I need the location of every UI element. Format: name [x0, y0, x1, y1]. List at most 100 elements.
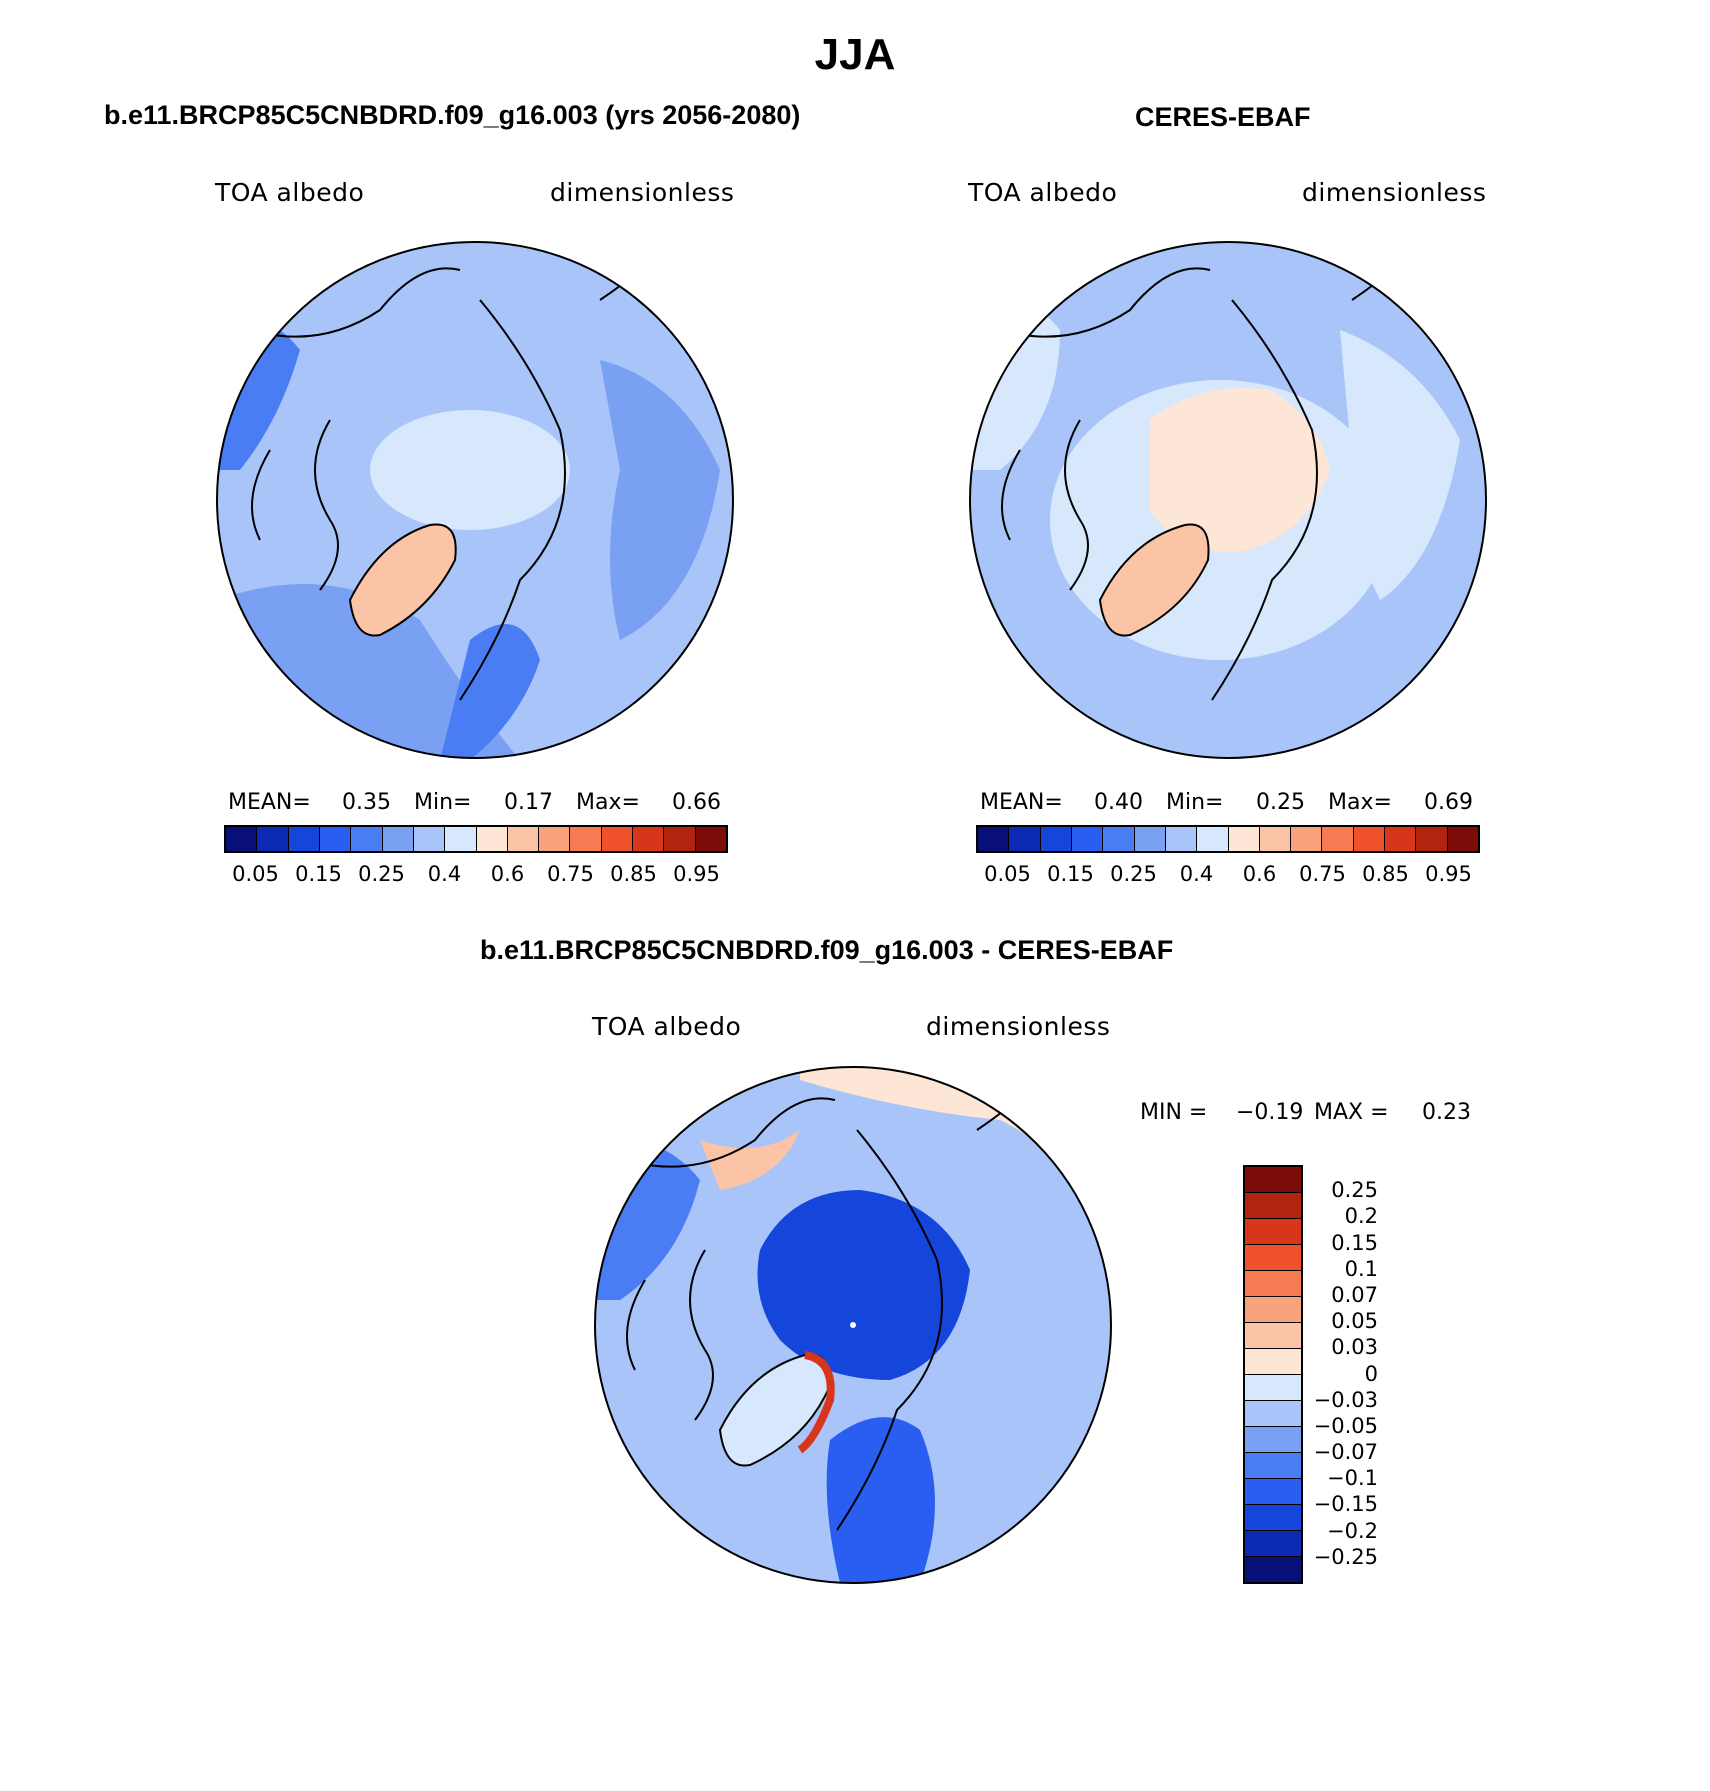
- panel-3-pacific-negative: [595, 1138, 700, 1300]
- panel-3-pole-point: [850, 1322, 856, 1328]
- panel-3-colorbar-segment: [1245, 1401, 1301, 1427]
- panel-1-colorbar-segment: [319, 827, 352, 851]
- panel-3-colorbar-segment: [1245, 1219, 1301, 1245]
- panel-1-colorbar-segment: [445, 827, 477, 851]
- panel-3-colorbar-tick-label: 0.03: [1331, 1335, 1378, 1360]
- panel-1-arctic-ice: [370, 410, 570, 530]
- panel-1-colorbar-segment: [570, 827, 602, 851]
- panel-2-eurasia-mid: [1340, 330, 1460, 600]
- panel-2-greenland: [1098, 523, 1210, 637]
- panel-1-colorbar: [224, 825, 728, 853]
- panel-1-atlantic-field: [217, 584, 520, 758]
- panel-3-greenland: [718, 1353, 830, 1467]
- panel-3-europe-negative: [826, 1417, 935, 1583]
- panel-2-colorbar-tick-label: 0.05: [984, 862, 1031, 886]
- panel-2-colorbar-tick-label: 0.85: [1362, 862, 1409, 886]
- panel-1-units-label: dimensionless: [550, 178, 735, 207]
- panel-3-colorbar-tick-label: 0.15: [1331, 1230, 1378, 1255]
- panel-1-eurasia-low: [600, 360, 720, 640]
- panel-1-max-label: Max=: [576, 790, 640, 815]
- panel-3-siberia-positive: [700, 1130, 800, 1190]
- panel-1-colorbar-segment: [413, 827, 446, 851]
- panel-2-pacific-mid: [970, 294, 1060, 470]
- panel-1-mean-value: 0.35: [342, 790, 391, 815]
- panel-3-max-value: 0.23: [1422, 1100, 1471, 1125]
- panel-1-scandinavia-low: [440, 624, 540, 758]
- panel-1-mean-label: MEAN=: [228, 790, 311, 815]
- panel-2-colorbar-tick-label: 0.25: [1110, 862, 1157, 886]
- panel-3-units-label: dimensionless: [926, 1012, 1111, 1041]
- panel-3-colorbar-segment: [1245, 1167, 1301, 1193]
- panel-2-colorbar-segment: [1259, 827, 1292, 851]
- panel-3-variable-label: TOA albedo: [592, 1012, 742, 1041]
- panel-3-colorbar-tick-label: 0: [1364, 1361, 1378, 1386]
- panel-1-coastlines: [249, 259, 651, 701]
- panel-3-max-label: MAX =: [1314, 1100, 1389, 1125]
- panel-3-colorbar-tick-label: −0.05: [1313, 1413, 1378, 1438]
- panel-1-variable-label: TOA albedo: [215, 178, 365, 207]
- panel-3-colorbar-segment: [1245, 1297, 1301, 1323]
- panel-3-colorbar-segment: [1245, 1245, 1301, 1271]
- panel-3-colorbar: [1243, 1165, 1303, 1584]
- panel-3-colorbar-tick-label: 0.2: [1344, 1204, 1378, 1229]
- page-title: JJA: [814, 30, 896, 79]
- panel-3-colorbar-segment: [1245, 1271, 1301, 1297]
- panel-3-colorbar-tick-label: −0.03: [1313, 1387, 1378, 1412]
- panel-3-arctic-negative: [757, 1190, 970, 1380]
- panel-1-colorbar-segment: [695, 827, 726, 851]
- panel-1-colorbar-ticks: 0.05 0.15 0.25 0.4 0.6 0.75 0.85 0.95: [224, 862, 728, 888]
- panel-2-arctic-ice: [1150, 388, 1330, 552]
- panel-3-colorbar-segment: [1245, 1323, 1301, 1349]
- panel-2-min-label: Min=: [1166, 790, 1224, 815]
- panel-3-coastlines: [624, 1089, 1028, 1531]
- panel-2-colorbar-segment: [1040, 827, 1072, 851]
- panel-2-colorbar-tick-label: 0.4: [1179, 862, 1214, 886]
- panel-3-colorbar-tick-label: −0.15: [1313, 1492, 1378, 1517]
- panel-2-colorbar-segment: [1165, 827, 1198, 851]
- panel-1-colorbar-segment: [539, 827, 571, 851]
- panel-3-colorbar-tick-label: −0.07: [1313, 1440, 1378, 1465]
- panel-2-title: CERES-EBAF: [1135, 102, 1311, 132]
- panel-2-colorbar-segment: [1291, 827, 1323, 851]
- panel-2-colorbar-segment: [978, 827, 1010, 851]
- panel-1-min-value: 0.17: [504, 790, 553, 815]
- panel-3-colorbar-tick-label: 0.05: [1331, 1309, 1378, 1334]
- panel-3-colorbar-tick-label: 0.1: [1344, 1256, 1378, 1281]
- panel-1-greenland: [348, 523, 457, 637]
- panel-1-colorbar-tick-label: 0.95: [673, 862, 720, 886]
- panel-3-colorbar-ticks: 0.25 0.2 0.15 0.1 0.07 0.05 0.03 0 −0.03 −0.05 −0.…: [1288, 1165, 1388, 1584]
- panel-2-units-label: dimensionless: [1302, 178, 1487, 207]
- panel-1-min-label: Min=: [414, 790, 472, 815]
- panel-1-colorbar-segment: [476, 827, 508, 851]
- panel-2-colorbar-ticks: 0.05 0.15 0.25 0.4 0.6 0.75 0.85 0.95: [976, 862, 1480, 888]
- panel-3-colorbar-tick-label: 0.07: [1331, 1282, 1378, 1307]
- panel-2-colorbar-tick-label: 0.75: [1299, 862, 1346, 886]
- panel-1-colorbar-tick-label: 0.6: [490, 862, 525, 886]
- panel-2-colorbar-tick-label: 0.6: [1242, 862, 1277, 886]
- panel-1-colorbar-segment: [633, 827, 665, 851]
- panel-3-base-field: [595, 1067, 1111, 1583]
- panel-2-variable-label: TOA albedo: [968, 178, 1118, 207]
- panel-3-colorbar-segment: [1245, 1557, 1301, 1582]
- panel-1-colorbar-segment: [601, 827, 634, 851]
- panel-1-colorbar-tick-label: 0.25: [358, 862, 405, 886]
- panel-1-pacific-low: [217, 318, 300, 470]
- panel-1-title: b.e11.BRCP85C5CNBDRD.f09_g16.003 (yrs 20…: [104, 100, 801, 130]
- panel-3-colorbar-segment: [1245, 1479, 1301, 1505]
- panel-2-colorbar-tick-label: 0.95: [1425, 862, 1472, 886]
- panel-3-colorbar-segment: [1245, 1375, 1301, 1401]
- panel-2-colorbar-segment: [1009, 827, 1041, 851]
- panel-2-min-value: 0.25: [1256, 790, 1305, 815]
- panel-3-colorbar-segment: [1245, 1349, 1301, 1375]
- panel-2-colorbar-segment: [1322, 827, 1354, 851]
- panel-3-colorbar-tick-label: 0.25: [1331, 1178, 1378, 1203]
- panel-1-colorbar-segment: [507, 827, 540, 851]
- panel-3-colorbar-tick-label: −0.1: [1327, 1466, 1378, 1491]
- panel-1-colorbar-segment: [257, 827, 289, 851]
- panel-1-max-value: 0.66: [672, 790, 721, 815]
- panel-3-greenland-east-coast: [797, 1351, 835, 1454]
- panel-2-max-label: Max=: [1328, 790, 1392, 815]
- panel-1-colorbar-tick-label: 0.05: [232, 862, 279, 886]
